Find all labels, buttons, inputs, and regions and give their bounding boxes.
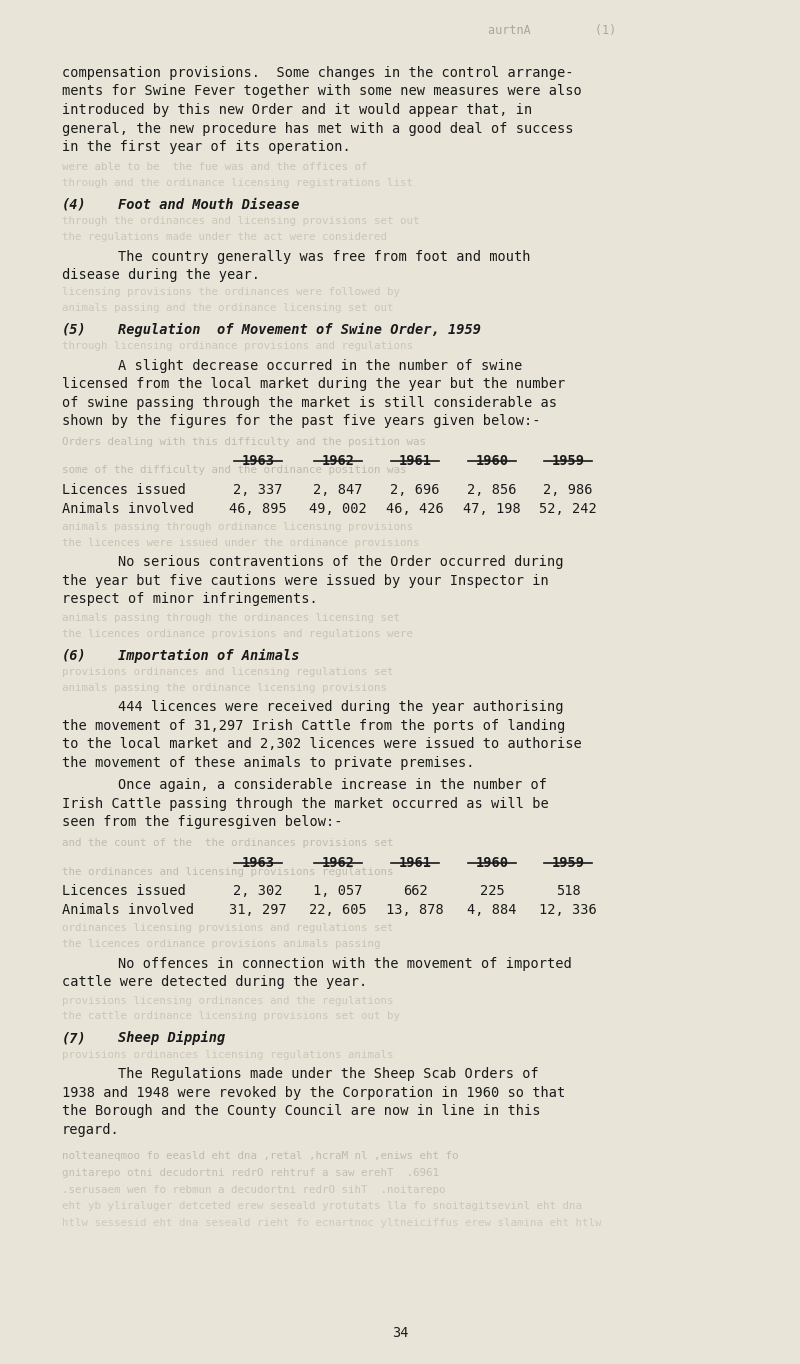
Text: 1962: 1962 [322,454,354,468]
Text: Sheep Dipping: Sheep Dipping [118,1031,226,1045]
Text: provisions ordinances licensing regulations animals: provisions ordinances licensing regulati… [62,1050,394,1060]
Text: Licences issued: Licences issued [62,483,186,496]
Text: No offences in connection with the movement of imported: No offences in connection with the movem… [118,956,572,971]
Text: 47, 198: 47, 198 [463,502,521,516]
Text: 2, 337: 2, 337 [234,483,282,496]
Text: the movement of 31,297 Irish Cattle from the ports of landing: the movement of 31,297 Irish Cattle from… [62,719,566,732]
Text: 2, 847: 2, 847 [314,483,362,496]
Text: compensation provisions.  Some changes in the control arrange-: compensation provisions. Some changes in… [62,65,574,80]
Text: (6): (6) [62,648,86,663]
Text: the movement of these animals to private premises.: the movement of these animals to private… [62,756,474,769]
Text: to the local market and 2,302 licences were issued to authorise: to the local market and 2,302 licences w… [62,738,582,752]
Text: the ordinances and licensing provisions regulations: the ordinances and licensing provisions … [62,866,394,877]
Text: the Borough and the County Council are now in line in this: the Borough and the County Council are n… [62,1105,541,1118]
Text: Importation of Animals: Importation of Animals [118,648,299,663]
Text: aurtnA         (1): aurtnA (1) [488,25,616,37]
Text: seen from the figuresgiven below:-: seen from the figuresgiven below:- [62,816,342,829]
Text: 1938 and 1948 were revoked by the Corporation in 1960 so that: 1938 and 1948 were revoked by the Corpor… [62,1086,566,1099]
Text: 46, 895: 46, 895 [229,502,287,516]
Text: 46, 426: 46, 426 [386,502,444,516]
Text: provisions ordinances and licensing regulations set: provisions ordinances and licensing regu… [62,667,394,677]
Text: 2, 696: 2, 696 [390,483,440,496]
Text: Regulation  of Movement of Swine Order, 1959: Regulation of Movement of Swine Order, 1… [118,322,481,337]
Text: (4): (4) [62,198,86,211]
Text: eht yb yliraluger detceted erew seseald yrotutats lla fo snoitagitsevinl eht dna: eht yb yliraluger detceted erew seseald … [62,1202,582,1211]
Text: the licences were issued under the ordinance provisions: the licences were issued under the ordin… [62,537,419,548]
Text: ordinances licensing provisions and regulations set: ordinances licensing provisions and regu… [62,923,394,933]
Text: A slight decrease occurred in the number of swine: A slight decrease occurred in the number… [118,359,522,372]
Text: the licences ordinance provisions and regulations were: the licences ordinance provisions and re… [62,629,413,638]
Text: 1963: 1963 [242,855,274,870]
Text: licensing provisions the ordinances were followed by: licensing provisions the ordinances were… [62,286,400,297]
Text: were able to be  the fue was and the offices of: were able to be the fue was and the offi… [62,162,367,172]
Text: 518: 518 [556,884,580,899]
Text: animals passing through the ordinances licensing set: animals passing through the ordinances l… [62,612,400,623]
Text: 49, 002: 49, 002 [309,502,367,516]
Text: 2, 856: 2, 856 [467,483,517,496]
Text: 12, 336: 12, 336 [539,903,597,917]
Text: animals passing the ordinance licensing provisions: animals passing the ordinance licensing … [62,682,387,693]
Text: Animals involved: Animals involved [62,502,194,516]
Text: 34: 34 [392,1326,408,1339]
Text: 1961: 1961 [398,855,431,870]
Text: Orders dealing with this difficulty and the position was: Orders dealing with this difficulty and … [62,436,426,446]
Text: cattle were detected during the year.: cattle were detected during the year. [62,975,367,989]
Text: No serious contraventions of the Order occurred during: No serious contraventions of the Order o… [118,555,563,570]
Text: regard.: regard. [62,1123,120,1138]
Text: 31, 297: 31, 297 [229,903,287,917]
Text: the cattle ordinance licensing provisions set out by: the cattle ordinance licensing provision… [62,1012,400,1022]
Text: 2, 302: 2, 302 [234,884,282,899]
Text: 2, 986: 2, 986 [543,483,593,496]
Text: Animals involved: Animals involved [62,903,194,917]
Text: introduced by this new Order and it would appear that, in: introduced by this new Order and it woul… [62,104,532,117]
Text: gnitarepo otni decudortni redrO rehtruf a saw erehT  .6961: gnitarepo otni decudortni redrO rehtruf … [62,1168,439,1178]
Text: through licensing ordinance provisions and regulations: through licensing ordinance provisions a… [62,341,413,351]
Text: the licences ordinance provisions animals passing: the licences ordinance provisions animal… [62,938,381,949]
Text: licensed from the local market during the year but the number: licensed from the local market during th… [62,376,566,391]
Text: 1963: 1963 [242,454,274,468]
Text: htlw sessesid eht dna seseald rieht fo ecnartnoc yltneiciffus erew slamina eht h: htlw sessesid eht dna seseald rieht fo e… [62,1218,602,1228]
Text: of swine passing through the market is still considerable as: of swine passing through the market is s… [62,396,557,409]
Text: 1960: 1960 [475,454,509,468]
Text: 1960: 1960 [475,855,509,870]
Text: 1962: 1962 [322,855,354,870]
Text: Licences issued: Licences issued [62,884,186,899]
Text: nolteaneqmoo fo eeasld eht dna ,retal ,hcraM nl ,eniws eht fo: nolteaneqmoo fo eeasld eht dna ,retal ,h… [62,1151,458,1162]
Text: 1959: 1959 [551,855,585,870]
Text: 13, 878: 13, 878 [386,903,444,917]
Text: .serusaem wen fo rebmun a decudortni redrO sihT  .noitarepo: .serusaem wen fo rebmun a decudortni red… [62,1185,446,1195]
Text: 4, 884: 4, 884 [467,903,517,917]
Text: 1961: 1961 [398,454,431,468]
Text: in the first year of its operation.: in the first year of its operation. [62,140,350,154]
Text: (5): (5) [62,322,86,337]
Text: the regulations made under the act were considered: the regulations made under the act were … [62,232,387,243]
Text: 444 licences were received during the year authorising: 444 licences were received during the ye… [118,700,563,715]
Text: animals passing through ordinance licensing provisions: animals passing through ordinance licens… [62,522,413,532]
Text: respect of minor infringements.: respect of minor infringements. [62,592,318,607]
Text: Irish Cattle passing through the market occurred as will be: Irish Cattle passing through the market … [62,797,549,810]
Text: Once again, a considerable increase in the number of: Once again, a considerable increase in t… [118,779,547,792]
Text: through and the ordinance licensing registrations list: through and the ordinance licensing regi… [62,179,413,188]
Text: Foot and Mouth Disease: Foot and Mouth Disease [118,198,299,211]
Text: general, the new procedure has met with a good deal of success: general, the new procedure has met with … [62,121,574,135]
Text: 22, 605: 22, 605 [309,903,367,917]
Text: through the ordinances and licensing provisions set out: through the ordinances and licensing pro… [62,217,419,226]
Text: 662: 662 [402,884,427,899]
Text: 225: 225 [480,884,504,899]
Text: ments for Swine Fever together with some new measures were also: ments for Swine Fever together with some… [62,85,582,98]
Text: shown by the figures for the past five years given below:-: shown by the figures for the past five y… [62,415,541,428]
Text: The Regulations made under the Sheep Scab Orders of: The Regulations made under the Sheep Sca… [118,1068,538,1082]
Text: 52, 242: 52, 242 [539,502,597,516]
Text: (7): (7) [62,1031,86,1045]
Text: animals passing and the ordinance licensing set out: animals passing and the ordinance licens… [62,303,394,312]
Text: disease during the year.: disease during the year. [62,269,260,282]
Text: 1, 057: 1, 057 [314,884,362,899]
Text: provisions licensing ordinances and the regulations: provisions licensing ordinances and the … [62,996,394,1005]
Text: 1959: 1959 [551,454,585,468]
Text: and the count of the  the ordinances provisions set: and the count of the the ordinances prov… [62,837,394,848]
Text: the year but five cautions were issued by your Inspector in: the year but five cautions were issued b… [62,574,549,588]
Text: some of the difficulty and the ordinance position was: some of the difficulty and the ordinance… [62,465,406,475]
Text: The country generally was free from foot and mouth: The country generally was free from foot… [118,250,530,263]
